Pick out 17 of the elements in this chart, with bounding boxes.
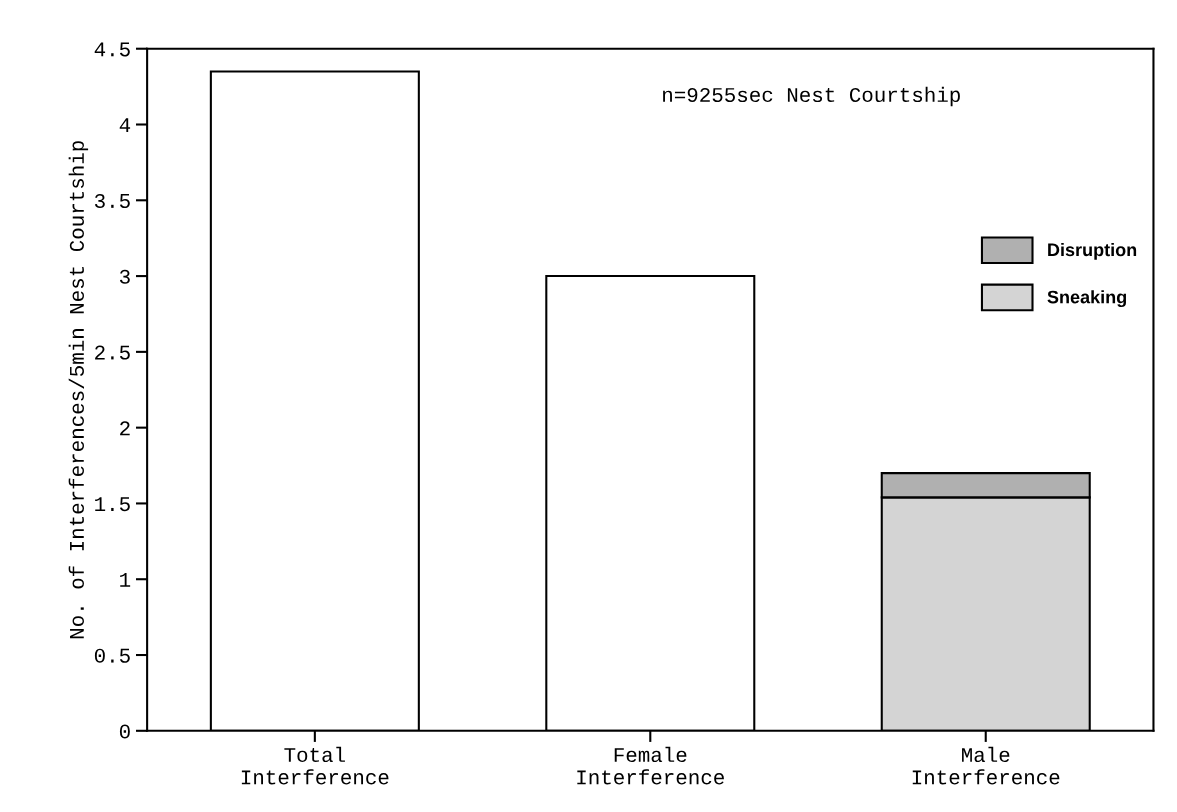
legend-label: Disruption <box>1048 242 1137 260</box>
x-tick-label: Female Interference <box>577 746 724 785</box>
y-tick-label: 2.5 <box>95 345 130 360</box>
y-tick-label: 4 <box>119 118 131 133</box>
y-tick-label: 2 <box>120 421 130 436</box>
y-tick-label: 0.5 <box>94 648 130 663</box>
y-axis-title: No. of Interferences/5min Nest Courtship <box>68 141 89 639</box>
y-tick-label: 1 <box>120 573 131 587</box>
x-tick-label: Total Interference <box>241 746 389 785</box>
y-tick-label: 4.5 <box>94 42 130 57</box>
legend-label: Sneaking <box>1047 290 1127 308</box>
y-tick-label: 1.5 <box>95 497 130 512</box>
y-tick-label: 0 <box>119 724 130 739</box>
annotation: n=9255sec Nest Courtship <box>663 86 960 107</box>
x-tick-label: Male Interference <box>912 746 1060 785</box>
y-tick-label: 3 <box>119 269 130 284</box>
y-tick-label: 3.5 <box>94 193 130 209</box>
